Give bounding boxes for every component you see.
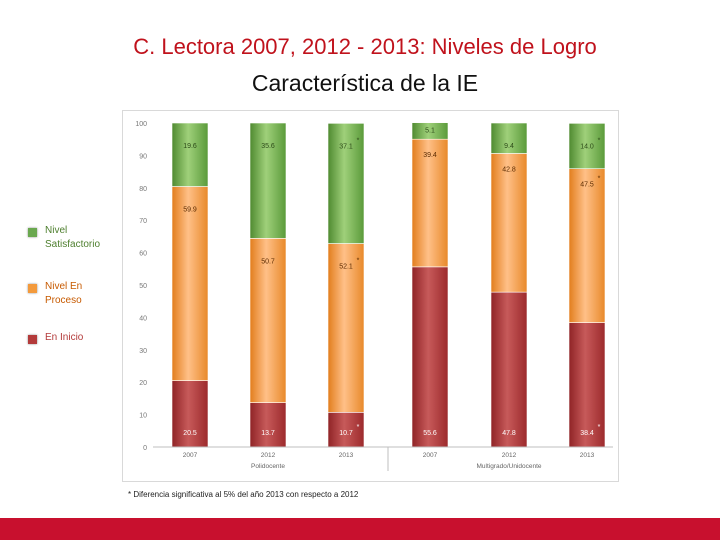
data-label: 50.7 bbox=[261, 258, 275, 265]
legend-label-satisfactorio: Nivel Satisfactorio bbox=[45, 225, 101, 250]
legend-swatch-satisfactorio bbox=[28, 228, 37, 237]
legend-swatch-inicio bbox=[28, 335, 37, 344]
y-tick-label: 30 bbox=[139, 348, 147, 355]
stacked-bar-chart: 0 10 20 30 40 50 60 70 80 90 100 20.5 59.9 19.6 13.7 50… bbox=[135, 121, 613, 471]
legend-item-inicio: En Inicio bbox=[28, 331, 115, 345]
bar-segment bbox=[490, 291, 528, 448]
data-label: 5.1 bbox=[425, 128, 435, 135]
legend-item-proceso: Nivel En Proceso bbox=[28, 280, 115, 308]
legend-swatch-proceso bbox=[28, 284, 37, 293]
significance-marker: * bbox=[598, 137, 601, 144]
significance-marker: * bbox=[357, 137, 360, 144]
data-label: 47.5 bbox=[580, 182, 594, 189]
significance-marker: * bbox=[598, 424, 601, 431]
significance-marker: * bbox=[598, 176, 601, 183]
bar-segment bbox=[327, 123, 365, 244]
y-tick-label: 80 bbox=[139, 186, 147, 193]
bar-segment bbox=[411, 122, 449, 140]
y-tick-label: 90 bbox=[139, 153, 147, 160]
bar-segment bbox=[327, 412, 365, 448]
data-label: 20.5 bbox=[183, 430, 197, 437]
legend-label-inicio: En Inicio bbox=[45, 332, 84, 343]
y-tick-label: 70 bbox=[139, 218, 147, 225]
y-tick-label: 60 bbox=[139, 251, 147, 258]
data-label: 13.7 bbox=[261, 430, 275, 437]
bar-segment bbox=[568, 123, 606, 169]
legend-label-proceso: Nivel En Proceso bbox=[45, 281, 83, 306]
data-label: 19.6 bbox=[183, 143, 197, 150]
bar-segment bbox=[568, 168, 606, 323]
data-label: 59.9 bbox=[183, 207, 197, 214]
bar-segment bbox=[249, 238, 287, 403]
data-label: 52.1 bbox=[339, 264, 353, 271]
data-label: 37.1 bbox=[339, 143, 353, 150]
data-label: 38.4 bbox=[580, 430, 594, 437]
x-tick-label: 2013 bbox=[339, 452, 354, 459]
x-tick-label: 2013 bbox=[580, 452, 595, 459]
group-label: Multigrado/Unidocente bbox=[476, 463, 541, 470]
x-tick-label: 2012 bbox=[502, 452, 517, 459]
y-tick-label: 10 bbox=[139, 413, 147, 420]
data-label: 47.8 bbox=[502, 430, 516, 437]
significance-marker: * bbox=[357, 424, 360, 431]
bar-segment bbox=[411, 138, 449, 268]
bar-segment bbox=[249, 402, 287, 448]
y-tick-label: 0 bbox=[143, 445, 147, 452]
data-label: 35.6 bbox=[261, 143, 275, 150]
bar-segment bbox=[171, 380, 209, 448]
bar-segment bbox=[171, 122, 209, 187]
data-label: 10.7 bbox=[339, 430, 353, 437]
y-tick-label: 100 bbox=[135, 121, 147, 128]
y-tick-label: 20 bbox=[139, 380, 147, 387]
data-label: 42.8 bbox=[502, 166, 516, 173]
bar-segment bbox=[490, 122, 528, 154]
bar-segment bbox=[171, 186, 209, 381]
slide-title: C. Lectora 2007, 2012 - 2013: Niveles de… bbox=[133, 34, 597, 59]
x-tick-label: 2012 bbox=[261, 452, 276, 459]
data-label: 55.6 bbox=[423, 430, 437, 437]
footnote: * Diferencia significativa al 5% del año… bbox=[128, 490, 359, 499]
footer-bar bbox=[0, 518, 720, 540]
legend-item-satisfactorio: Nivel Satisfactorio bbox=[28, 224, 115, 252]
x-tick-label: 2007 bbox=[423, 452, 438, 459]
y-tick-label: 50 bbox=[139, 283, 147, 290]
data-label: 9.4 bbox=[504, 143, 514, 150]
data-label: 39.4 bbox=[423, 152, 437, 159]
slide-subtitle: Característica de la IE bbox=[251, 70, 479, 96]
significance-marker: * bbox=[357, 258, 360, 265]
chart-container: 0 10 20 30 40 50 60 70 80 90 100 20.5 59.9 19.6 13.7 50… bbox=[122, 110, 619, 482]
data-label: 14.0 bbox=[580, 143, 594, 150]
y-tick-label: 40 bbox=[139, 315, 147, 322]
x-tick-label: 2007 bbox=[183, 452, 198, 459]
bar-segment bbox=[411, 266, 449, 448]
bar-segment bbox=[249, 122, 287, 239]
bar-segment bbox=[490, 153, 528, 293]
group-label: Polidocente bbox=[251, 463, 285, 470]
bar-segment bbox=[568, 322, 606, 448]
